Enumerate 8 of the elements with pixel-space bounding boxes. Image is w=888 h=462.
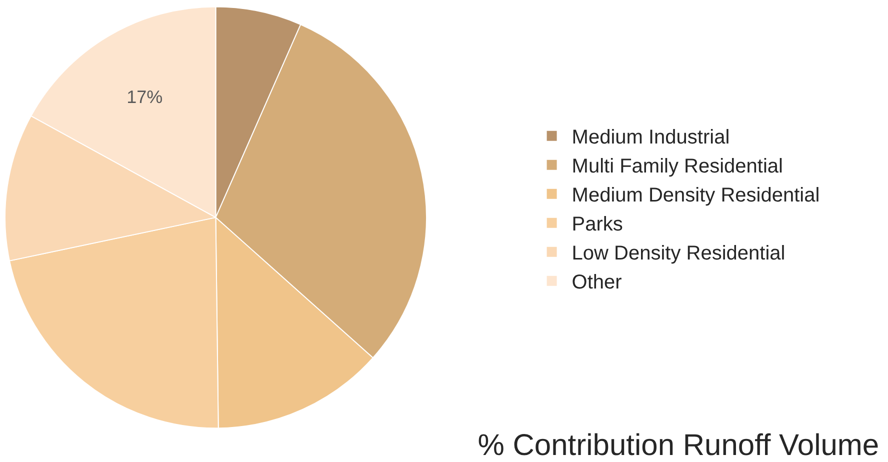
legend-label: Parks [572, 214, 623, 236]
legend-label: Medium Density Residential [572, 184, 820, 207]
legend-label: Other [572, 272, 622, 294]
legend-label: Low Density Residential [572, 242, 786, 265]
legend-label: Multi Family Residential [572, 156, 783, 178]
legend-label: Medium Industrial [572, 126, 730, 149]
text: % Contribution Runoff Volume [478, 429, 880, 462]
data-label: 17% [126, 87, 163, 108]
